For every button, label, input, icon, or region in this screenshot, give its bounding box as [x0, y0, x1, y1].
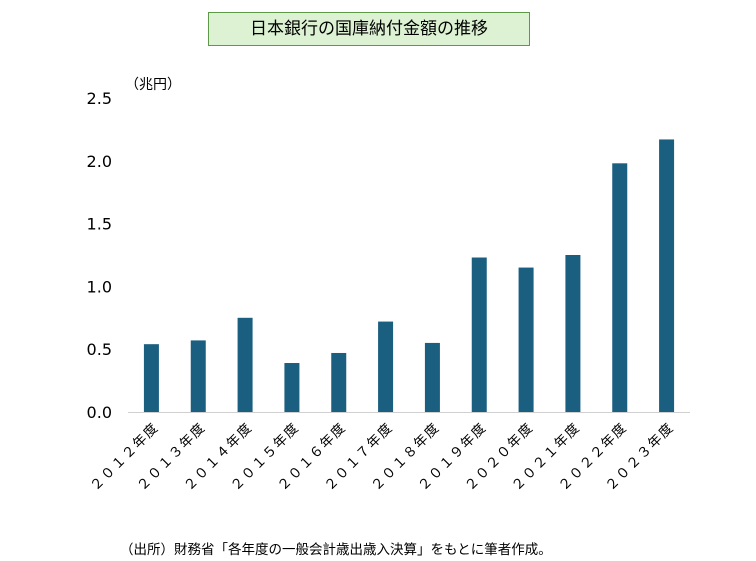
bar	[237, 317, 253, 412]
x-axis: ２０１２年度２０１３年度２０１４年度２０１５年度２０１６年度２０１７年度２０１８…	[87, 420, 677, 495]
bar	[518, 267, 534, 412]
y-tick-label: 1.0	[87, 277, 112, 296]
y-tick-label: 2.0	[87, 152, 112, 171]
bar	[612, 163, 628, 412]
y-axis-unit-label: （兆円）	[125, 77, 181, 93]
y-tick-label: 2.5	[87, 89, 112, 108]
y-tick-label: 0.0	[87, 403, 112, 422]
y-tick-label: 0.5	[87, 340, 112, 359]
bar	[471, 257, 487, 412]
bar	[284, 363, 300, 412]
bar	[143, 344, 159, 412]
bar	[659, 139, 675, 412]
bar	[565, 255, 581, 412]
source-note: （出所）財務省「各年度の一般会計歳出歳入決算」をもとに筆者作成。	[120, 542, 552, 558]
chart-title: 日本銀行の国庫納付金額の推移	[208, 12, 530, 46]
bar	[331, 352, 347, 412]
y-tick-label: 1.5	[87, 215, 112, 234]
y-axis: 0.0 0.5 1.0 1.5 2.0 2.5	[87, 89, 112, 422]
bars	[143, 139, 675, 412]
bar	[190, 340, 206, 412]
bar	[378, 321, 394, 412]
bar	[424, 342, 440, 412]
